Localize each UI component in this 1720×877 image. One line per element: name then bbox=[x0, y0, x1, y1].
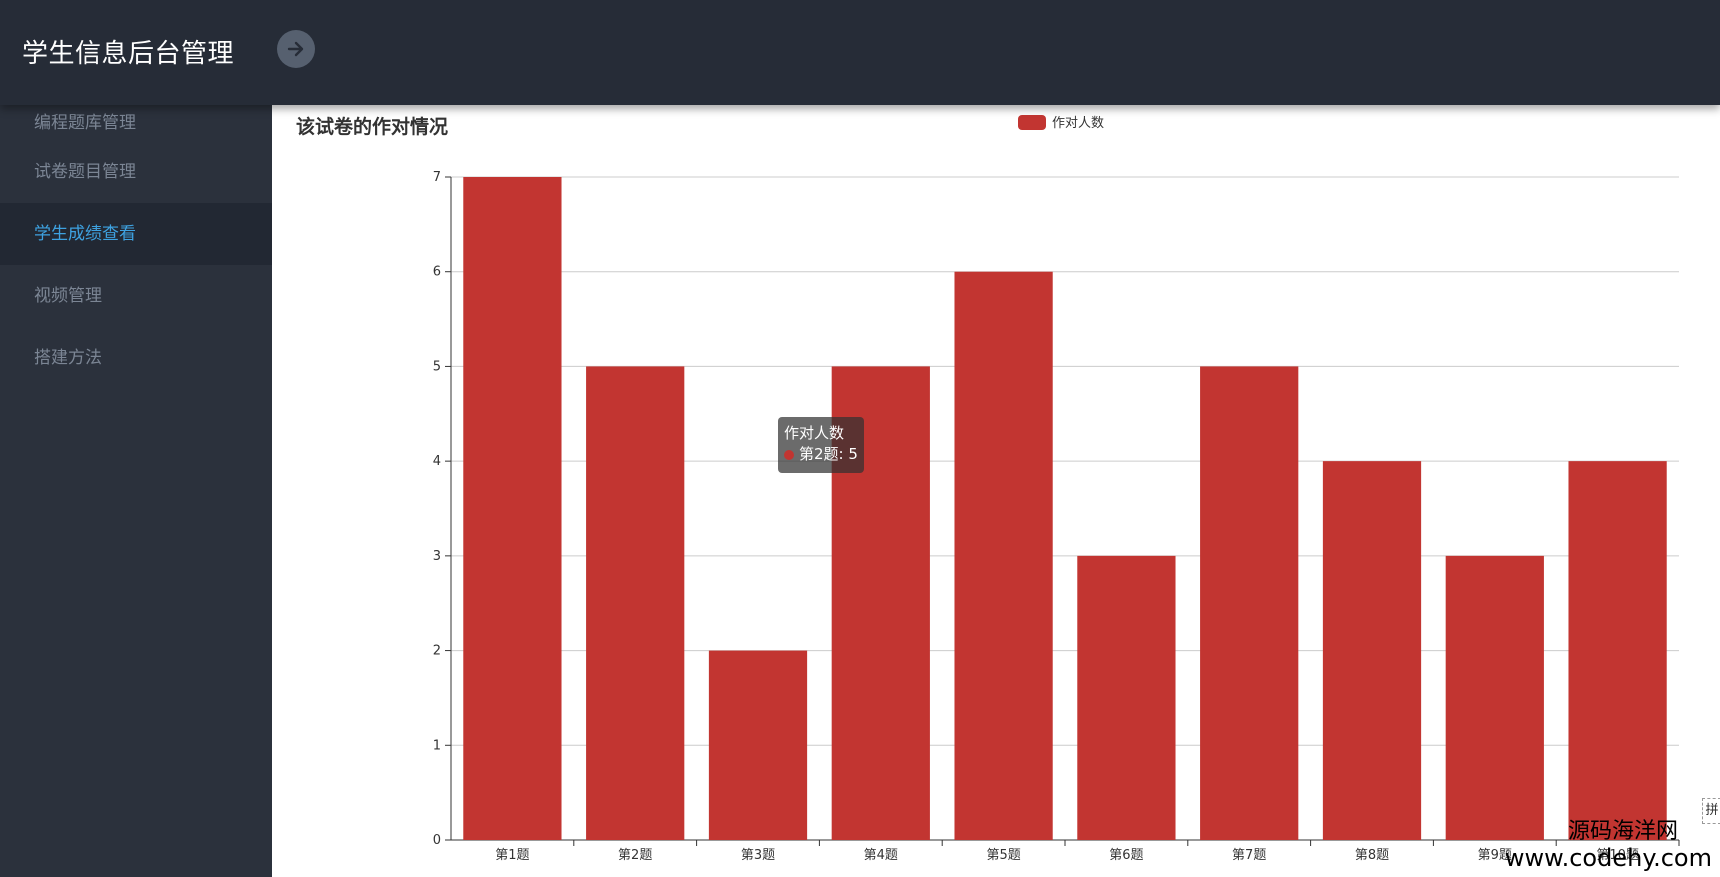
watermark-line1: 源码海洋网 bbox=[1567, 819, 1678, 844]
x-tick-label: 第9题 bbox=[1478, 848, 1512, 863]
x-tick-label: 第2题 bbox=[618, 848, 652, 863]
chart-bar bbox=[1077, 555, 1176, 840]
x-tick-label: 第5题 bbox=[986, 848, 1020, 863]
x-tick-label: 第3题 bbox=[741, 848, 775, 863]
sidebar-item-setup[interactable]: 搭建方法 bbox=[34, 348, 102, 368]
arrow-right-icon bbox=[287, 41, 304, 57]
y-tick-label: 5 bbox=[433, 359, 441, 374]
legend-swatch bbox=[1018, 115, 1046, 130]
y-tick-label: 3 bbox=[433, 549, 441, 564]
x-tick-label: 第6题 bbox=[1109, 848, 1143, 863]
x-tick-label: 第1题 bbox=[495, 848, 529, 863]
tooltip-value: 第2题: 5 bbox=[799, 445, 858, 463]
chart-bar bbox=[954, 271, 1053, 840]
x-tick-label: 第8题 bbox=[1355, 848, 1389, 863]
chart-bar bbox=[1445, 555, 1544, 840]
sidebar-item-scores[interactable]: 学生成绩查看 bbox=[0, 203, 272, 265]
sidebar-item-exam-questions[interactable]: 试卷题目管理 bbox=[34, 162, 136, 182]
y-tick-label: 0 bbox=[433, 833, 441, 848]
y-tick-label: 1 bbox=[433, 738, 441, 753]
sidebar: 编程题库管理 试卷题目管理 学生成绩查看 视频管理 搭建方法 bbox=[0, 105, 272, 877]
top-header: 学生信息后台管理 bbox=[0, 0, 1720, 105]
x-tick-label: 第7题 bbox=[1232, 848, 1266, 863]
watermark-line2: www.codehy.com bbox=[1504, 844, 1712, 872]
y-tick-label: 6 bbox=[433, 265, 441, 280]
chart-bar bbox=[708, 650, 808, 840]
x-tick-label: 第4题 bbox=[864, 848, 898, 863]
tooltip-dot-icon bbox=[784, 449, 794, 460]
chart-bar bbox=[1568, 461, 1667, 840]
app-title: 学生信息后台管理 bbox=[22, 39, 235, 69]
x-tick-label: 第10题 bbox=[1596, 848, 1639, 863]
sidebar-item-videos[interactable]: 视频管理 bbox=[34, 286, 102, 306]
sidebar-item-programming-bank[interactable]: 编程题库管理 bbox=[34, 113, 136, 133]
chart-title: 该试卷的作对情况 bbox=[296, 116, 449, 138]
chart-bar bbox=[586, 366, 685, 840]
watermark: 源码海洋网 www.codehy.com bbox=[1505, 819, 1712, 871]
y-tick-label: 7 bbox=[433, 170, 441, 185]
tooltip-series: 作对人数 bbox=[784, 424, 845, 442]
legend-label: 作对人数 bbox=[1052, 116, 1104, 131]
y-tick-label: 2 bbox=[433, 644, 441, 659]
chart-bar bbox=[1322, 461, 1422, 840]
chart-tooltip: 作对人数 第2题: 5 bbox=[778, 417, 864, 473]
sidebar-toggle-button[interactable] bbox=[277, 30, 315, 68]
edge-tab[interactable]: 拼 bbox=[1702, 798, 1720, 824]
y-tick-label: 4 bbox=[433, 454, 441, 469]
chart-bar bbox=[463, 177, 562, 840]
chart-bar bbox=[1200, 366, 1299, 840]
